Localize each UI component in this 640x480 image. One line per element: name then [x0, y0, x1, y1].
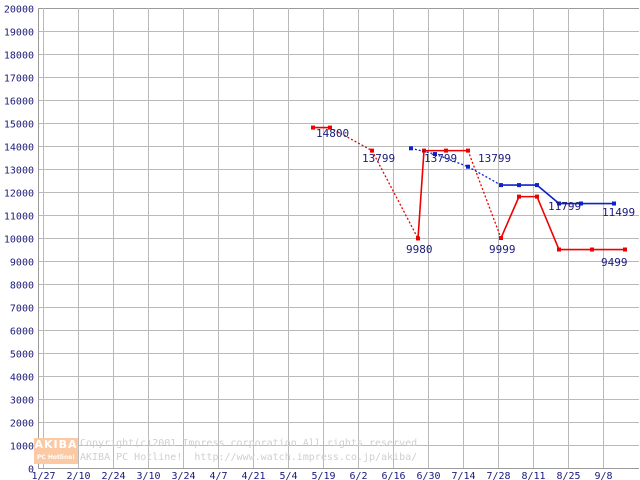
data-point-marker-red: [422, 148, 426, 153]
x-axis-tick-label: 3/24: [171, 471, 195, 480]
data-point-marker-blue: [535, 183, 539, 188]
data-point-marker-blue: [612, 201, 616, 206]
y-axis-tick-labels: 2000019000180001700016000150001400013000…: [4, 5, 34, 476]
data-point-labels: 14800 13799 9980 13799 13799 9999 11799 9499 114…: [316, 127, 635, 269]
data-point-label: 13799: [478, 152, 511, 165]
data-point-marker-red: [444, 148, 448, 153]
data-point-marker-red: [499, 236, 503, 241]
y-axis-tick-label: 17000: [4, 74, 34, 85]
y-axis-tick-label: 12000: [4, 189, 34, 200]
series-segment-red: [500, 196, 520, 239]
series-segment-blue: [410, 147, 436, 155]
data-point-label: 11499: [602, 206, 635, 219]
x-axis-tick-label: 8/25: [556, 471, 580, 480]
watermark-logo-box-top: [34, 438, 78, 452]
x-axis-tick-label: 7/28: [486, 471, 510, 480]
site-url-text: AKIBA PC Hotline! http://www.watch.impre…: [80, 452, 418, 463]
watermark-logo-box-bottom: [34, 452, 78, 464]
data-point-label: 9499: [601, 256, 628, 269]
y-axis-tick-label: 4000: [10, 373, 34, 384]
x-axis-tick-label: 4/21: [241, 471, 265, 480]
x-axis-tick-label: 6/2: [349, 471, 367, 480]
watermark-logo-subtitle: PC Hotline!: [36, 454, 76, 461]
y-axis-tick-label: 5000: [10, 350, 34, 361]
y-axis-tick-label: 0: [28, 465, 34, 476]
y-axis-tick-label: 1000: [10, 442, 34, 453]
x-axis-tick-label: 6/30: [416, 471, 440, 480]
watermark-logo-title: AKIBA: [34, 438, 78, 451]
y-axis-tick-label: 8000: [10, 281, 34, 292]
data-point-marker-red: [416, 236, 420, 241]
data-point-marker-red: [311, 125, 315, 130]
data-point-marker-red: [590, 247, 594, 252]
x-axis-tick-label: 8/11: [521, 471, 545, 480]
data-point-marker-red: [557, 247, 561, 252]
y-axis-tick-label: 2000: [10, 419, 34, 430]
data-point-label: 13799: [362, 152, 395, 165]
data-point-label: 9980: [406, 243, 433, 256]
data-point-label: 11799: [548, 200, 581, 213]
y-axis-tick-label: 6000: [10, 327, 34, 338]
data-point-marker-blue: [499, 183, 503, 188]
x-axis-tick-label: 4/7: [209, 471, 227, 480]
y-axis-tick-label: 19000: [4, 28, 34, 39]
x-axis-tick-label: 2/24: [101, 471, 125, 480]
x-axis-tick-label: 3/10: [136, 471, 160, 480]
data-point-label: 9999: [489, 243, 516, 256]
y-axis-tick-label: 10000: [4, 235, 34, 246]
data-series-group: [311, 125, 627, 252]
data-point-marker-blue: [579, 201, 583, 206]
y-axis-tick-label: 20000: [4, 5, 34, 16]
y-axis-tick-label: 14000: [4, 143, 34, 154]
y-axis-tick-label: 11000: [4, 212, 34, 223]
grid-lines: [38, 8, 639, 469]
data-point-marker-blue: [433, 152, 437, 157]
y-axis-tick-label: 13000: [4, 166, 34, 177]
akiba-watermark-logo: AKIBA PC Hotline!: [34, 438, 78, 464]
data-point-label: 14800: [316, 127, 349, 140]
copyright-text: Copyright(c)2001 Impress corporation All…: [80, 438, 424, 449]
data-point-marker-red: [535, 194, 539, 199]
data-point-marker-red: [370, 148, 374, 153]
data-point-marker-red: [623, 247, 627, 252]
y-axis-tick-label: 18000: [4, 51, 34, 62]
series-segment-red: [371, 150, 419, 239]
data-point-marker-blue: [517, 183, 521, 188]
series-segment-red: [536, 196, 560, 250]
series-segment-red: [417, 150, 425, 239]
y-axis-tick-label: 3000: [10, 396, 34, 407]
x-axis-tick-label: 5/4: [279, 471, 297, 480]
data-point-marker-blue: [557, 201, 561, 206]
series-segment-red: [467, 150, 502, 239]
data-point-marker-blue: [466, 164, 470, 169]
x-axis-tick-label: 5/19: [311, 471, 335, 480]
x-axis-tick-label: 6/16: [381, 471, 405, 480]
x-axis-tick-label: 9/8: [594, 471, 612, 480]
series-segment-blue: [434, 153, 469, 168]
data-point-marker-red: [466, 148, 470, 153]
data-point-marker-red: [328, 125, 332, 130]
data-point-marker-red: [517, 194, 521, 199]
data-point-marker-blue: [409, 146, 413, 151]
x-axis-tick-label: 1/27: [31, 471, 55, 480]
y-axis-tick-label: 15000: [4, 120, 34, 131]
x-axis-tick-label: 2/10: [66, 471, 90, 480]
y-axis-tick-label: 16000: [4, 97, 34, 108]
y-axis-tick-label: 9000: [10, 258, 34, 269]
x-axis-tick-labels: 1/27 2/10 2/24 3/10 3/24 4/7 4/21 5/4 5/19 6/2 6/1…: [31, 471, 612, 480]
series-segment-blue: [536, 184, 560, 205]
x-axis-tick-label: 7/14: [451, 471, 475, 480]
y-axis-tick-label: 7000: [10, 304, 34, 315]
data-point-label: 13799: [424, 152, 457, 165]
